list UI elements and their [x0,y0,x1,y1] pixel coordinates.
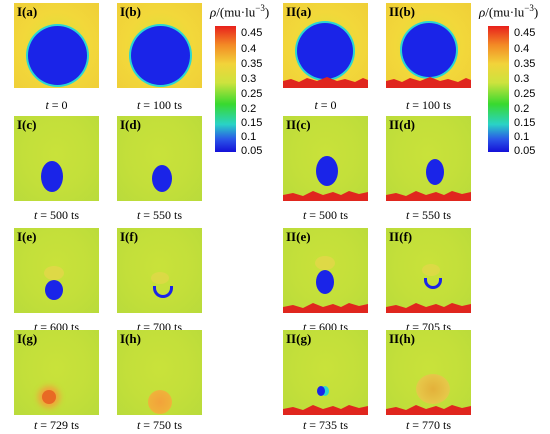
rough-wall [283,303,368,313]
bubble [426,159,444,185]
colorbar-tick: 0.15 [514,117,536,129]
panel-I-h: I(h) [117,330,202,415]
jet-fragment [317,386,325,396]
time-caption: t = 550 ts [405,208,452,222]
colorbar-tick: 0.25 [241,88,263,100]
panel-label: II(h) [389,331,416,346]
panel-I-e: I(e) [14,228,99,313]
bubble [316,270,334,294]
rough-wall [386,77,471,88]
rough-wall [283,77,368,88]
panel-I-f: I(f) [117,228,202,313]
time-caption: t = 100 ts [136,98,183,112]
colorbar [488,26,509,152]
panel-label: I(f) [120,229,139,244]
panel-I-c: I(c) [14,116,99,201]
panel-label: I(c) [17,117,37,132]
rough-wall [283,405,368,415]
panel-II-c: II(c) [283,116,368,201]
panel-II-a: II(a) [283,3,368,88]
panel-II-f: II(f) [386,228,471,313]
panel-label: I(g) [17,331,38,346]
panel-label: II(f) [389,229,413,244]
panel-I-a: I(a) [14,3,99,88]
collapsing-bubble [153,286,173,298]
wake-highlight [315,256,335,270]
time-caption: t = 100 ts [405,98,452,112]
bubble [297,23,353,79]
panel-label: I(a) [17,4,38,19]
time-caption: t = 500 ts [33,208,80,222]
panel-II-b: II(b) [386,3,471,88]
panel-II-e: II(e) [283,228,368,313]
panel-label: II(a) [286,4,312,19]
colorbar-tick: 0.1 [241,131,257,143]
panel-label: II(e) [286,229,311,244]
time-caption: t = 770 ts [405,418,452,432]
colorbar-tick: 0.1 [514,131,530,143]
panel-label: II(c) [286,117,311,132]
bubble [28,26,87,85]
panel-II-g: II(g) [283,330,368,415]
colorbar-title: ρ/(mu·lu−3) [479,3,539,20]
panel-label: I(h) [120,331,141,346]
panel-label: II(g) [286,331,312,346]
colorbar-tick: 0.05 [241,145,263,157]
colorbar-tick: 0.3 [241,73,257,85]
panel-label: I(d) [120,117,141,132]
wake-highlight [44,266,64,280]
colorbar-tick: 0.2 [514,103,530,115]
panel-label: II(b) [389,4,416,19]
colorbar-tick: 0.45 [241,27,263,39]
time-caption: t = 729 ts [33,418,80,432]
bubble [131,26,190,85]
colorbar-tick: 0.05 [514,145,536,157]
panel-label: I(e) [17,229,37,244]
colorbar-tick: 0.25 [514,88,536,100]
colorbar-tick: 0.3 [514,73,530,85]
panel-label: II(d) [389,117,416,132]
colorbar-tick: 0.45 [514,27,536,39]
bubble [45,280,63,300]
time-caption: t = 750 ts [136,418,183,432]
panel-label: I(b) [120,4,141,19]
colorbar-title: ρ/(mu·lu−3) [210,3,270,20]
colorbar-tick: 0.4 [241,43,257,55]
colorbar-tick: 0.35 [241,58,263,70]
time-caption: t = 0 [45,98,68,112]
time-caption: t = 0 [314,98,337,112]
panel-II-h: II(h) [386,330,471,415]
colorbar-tick: 0.15 [241,117,263,129]
bubble [316,156,338,186]
colorbar [215,26,236,152]
rough-wall [283,191,368,201]
colorbar-tick: 0.35 [514,58,536,70]
pressure-wave [416,374,450,404]
time-caption: t = 500 ts [302,208,349,222]
rough-wall [386,303,471,313]
panel-I-b: I(b) [117,3,202,88]
wake-highlight [422,264,440,276]
rough-wall [386,405,471,415]
colorbar-tick: 0.4 [514,43,530,55]
collapsing-bubble [424,278,442,289]
pressure-pulse [42,390,56,404]
time-caption: t = 550 ts [136,208,183,222]
wake-highlight [151,272,169,284]
colorbar-tick: 0.2 [241,103,257,115]
panel-II-d: II(d) [386,116,471,201]
bubble [152,165,172,192]
rough-wall [386,191,471,201]
bubble [402,23,456,77]
pressure-wave [148,390,172,414]
time-caption: t = 735 ts [302,418,349,432]
panel-I-d: I(d) [117,116,202,201]
bubble [41,161,63,192]
panel-I-g: I(g) [14,330,99,415]
